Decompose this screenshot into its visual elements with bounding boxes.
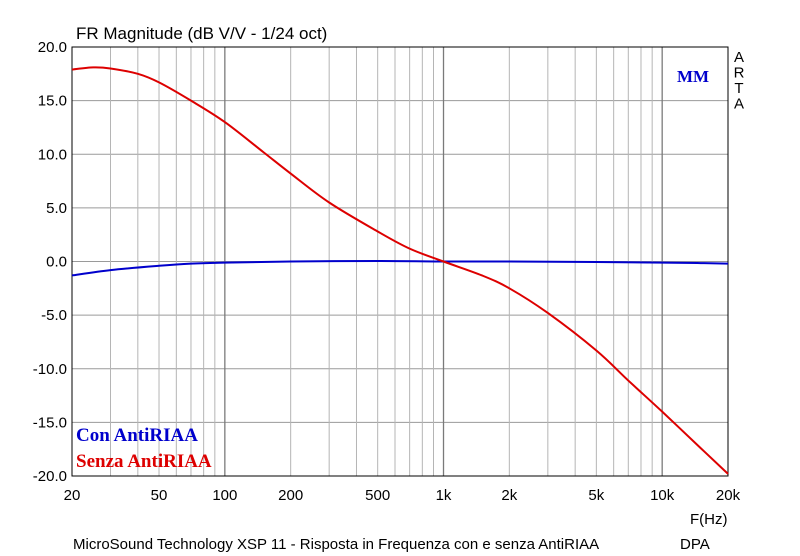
- mm-annotation: MM: [677, 67, 709, 86]
- legend-con-antiriaa: Con AntiRIAA: [76, 425, 198, 446]
- x-tick-label-6: 2k: [501, 487, 517, 504]
- x-tick-label-0: 20: [64, 487, 81, 504]
- chart-title: FR Magnitude (dB V/V - 1/24 oct): [76, 24, 327, 43]
- x-tick-label-1: 50: [151, 487, 168, 504]
- series-lines: [71, 66, 729, 475]
- y-tick-label-8: -20.0: [33, 468, 67, 485]
- x-tick-label-2: 100: [212, 487, 237, 504]
- y-tick-label-5: -5.0: [41, 307, 67, 324]
- x-tick-label-5: 1k: [436, 487, 452, 504]
- series-line-0: [71, 259, 729, 277]
- y-tick-label-4: 0.0: [46, 254, 67, 271]
- y-tick-label-7: -15.0: [33, 414, 67, 431]
- watermark-letter-1: R: [734, 65, 745, 82]
- footer-dpa: DPA: [680, 536, 710, 553]
- x-axis-label: F(Hz): [690, 511, 728, 528]
- plot-frame: [71, 46, 729, 477]
- y-tick-label-0: 20.0: [38, 39, 67, 56]
- x-tick-label-3: 200: [278, 487, 303, 504]
- y-tick-label-3: 5.0: [46, 200, 67, 217]
- watermark-letter-0: A: [734, 49, 744, 66]
- x-tick-label-9: 20k: [716, 487, 741, 504]
- series-line-1: [71, 66, 729, 475]
- x-tick-label-7: 5k: [588, 487, 604, 504]
- y-tick-label-2: 10.0: [38, 146, 67, 163]
- legend-senza-antiriaa: Senza AntiRIAA: [76, 451, 212, 472]
- x-axis-ticks: 20 50 100 200 500 1k 2k 5k 10k 20k: [64, 487, 741, 504]
- x-tick-label-8: 10k: [650, 487, 675, 504]
- footer-caption: MicroSound Technology XSP 11 - Risposta …: [73, 536, 599, 553]
- y-axis-ticks: 20.0 15.0 10.0 5.0 0.0 -5.0 -10.0 -15.0 -20.0: [33, 39, 67, 485]
- watermark-letter-2: T: [734, 80, 743, 97]
- y-tick-label-1: 15.0: [38, 93, 67, 110]
- watermark-letter-3: A: [734, 96, 744, 113]
- y-tick-label-6: -10.0: [33, 361, 67, 378]
- x-tick-label-4: 500: [365, 487, 390, 504]
